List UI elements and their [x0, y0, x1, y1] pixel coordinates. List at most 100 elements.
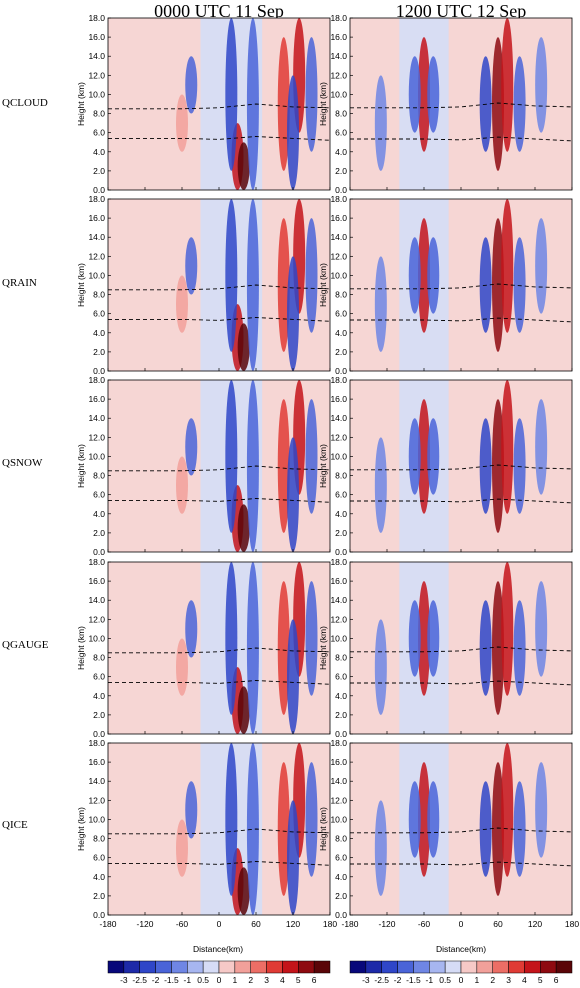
- colorbar-swatch: [492, 960, 509, 974]
- anomaly-cell: [374, 256, 387, 352]
- colorbar-label: 0.5: [439, 975, 451, 985]
- reference-dashed-line: [350, 464, 572, 471]
- y-tick-label: 10.0: [88, 633, 105, 643]
- colorbar-label: -1.5: [406, 975, 421, 985]
- anomaly-cell: [374, 75, 387, 171]
- y-tick-label: 0.0: [335, 366, 347, 376]
- y-tick-label: 10.0: [330, 814, 347, 824]
- y-tick-label: 18.0: [330, 375, 347, 385]
- panel-plot-area: [108, 380, 330, 552]
- colorbar-swatch: [266, 960, 283, 974]
- anomaly-cell: [176, 275, 188, 333]
- reference-dashed-line: [108, 861, 330, 866]
- x-tick-label: 0: [217, 919, 222, 929]
- y-tick-label: 14.0: [88, 595, 105, 605]
- x-tick-label: -60: [418, 919, 431, 929]
- y-tick-label: 18.0: [330, 13, 347, 23]
- anomaly-cell: [237, 323, 250, 371]
- colorbar-label: -2: [394, 975, 402, 985]
- reference-dashed-line: [108, 136, 330, 141]
- anomaly-cell: [427, 600, 440, 677]
- y-tick-label: 6.0: [93, 128, 105, 138]
- y-tick-label: 0.0: [335, 729, 347, 739]
- colorbar-swatch: [365, 960, 382, 974]
- anomaly-cell: [305, 762, 318, 877]
- y-tick-label: 18.0: [330, 194, 347, 204]
- y-tick-label: 18.0: [88, 194, 105, 204]
- anomaly-cell: [501, 743, 514, 877]
- colorbar-swatch: [202, 960, 220, 974]
- reference-dashed-line: [350, 646, 572, 653]
- colorbar-swatch: [298, 960, 315, 974]
- x-axis-label-right: Distance(km): [436, 944, 486, 954]
- anomaly-cell: [287, 437, 299, 552]
- y-tick-label: 6.0: [335, 309, 347, 319]
- y-tick-label: 6.0: [335, 490, 347, 500]
- anomaly-cell: [185, 56, 198, 114]
- x-tick-label: 60: [493, 919, 503, 929]
- reference-dashed-line: [350, 283, 572, 290]
- y-tick-label: 6.0: [335, 128, 347, 138]
- panel-qgauge-left: 0.0 2.0 4.0 6.0 8.0 10.0 12.0 14.0 16.0 18.0 Heigh…: [76, 557, 331, 739]
- background-band: [108, 562, 201, 734]
- y-axis-label: Height (km): [318, 82, 328, 126]
- row-label-qice: QICE: [2, 819, 28, 831]
- colorbar-swatch: [413, 960, 430, 974]
- y-tick-label: 0.0: [93, 729, 105, 739]
- colorbar-swatch: [250, 960, 267, 974]
- y-axis-label: Height (km): [76, 626, 86, 670]
- y-tick-label: 16.0: [330, 394, 347, 404]
- anomaly-cell: [287, 256, 299, 371]
- panel-plot-area: [108, 18, 330, 190]
- colorbar-swatch: [313, 960, 331, 974]
- anomaly-cell: [418, 581, 430, 696]
- y-tick-label: 18.0: [330, 738, 347, 748]
- y-tick-label: 14.0: [330, 413, 347, 423]
- anomaly-cell: [513, 600, 526, 696]
- anomaly-cell: [513, 56, 526, 152]
- anomaly-cell: [185, 781, 198, 839]
- anomaly-cell: [535, 399, 548, 495]
- panel-qice-left: 0.0 2.0 4.0 6.0 8.0 10.0 12.0 14.0 16.0 18.0 Heigh…: [76, 738, 337, 929]
- colorbar-swatch: [139, 960, 156, 974]
- anomaly-cell: [176, 456, 188, 514]
- panel-qice-right: 0.0 2.0 4.0 6.0 8.0 10.0 12.0 14.0 16.0 18.0 Heigh…: [318, 738, 579, 929]
- panel-plot-area: [350, 199, 572, 371]
- y-tick-label: 14.0: [88, 776, 105, 786]
- anomaly-cell: [492, 218, 504, 352]
- panel-qsnow-right: 0.0 2.0 4.0 6.0 8.0 10.0 12.0 14.0 16.0 18.0 Heigh…: [318, 375, 573, 557]
- colorbar-swatch: [349, 960, 367, 974]
- colorbar-right: -3 -2.5 -2 -1.5 -1 0.5 0 1 2 3 4 5 6: [349, 960, 573, 985]
- anomaly-cell: [427, 237, 440, 314]
- panel-qrain-right: 0.0 2.0 4.0 6.0 8.0 10.0 12.0 14.0 16.0 18.0 Heigh…: [318, 194, 573, 376]
- anomaly-cell: [492, 399, 504, 533]
- anomaly-cell: [418, 399, 430, 514]
- panel-plot-area: [350, 18, 572, 190]
- x-tick-label: 60: [251, 919, 261, 929]
- y-tick-label: 8.0: [335, 471, 347, 481]
- colorbar-left: -3 -2.5 -2 -1.5 -1 0.5 0 1 2 3 4 5 6: [107, 960, 331, 985]
- colorbar-swatch: [429, 960, 446, 974]
- anomaly-cell: [225, 380, 238, 533]
- y-tick-label: 0.0: [335, 185, 347, 195]
- anomaly-cell: [225, 743, 238, 896]
- y-tick-label: 18.0: [88, 738, 105, 748]
- colorbar-label: -3: [120, 975, 128, 985]
- y-tick-label: 8.0: [93, 653, 105, 663]
- anomaly-cell: [535, 37, 548, 133]
- colorbar-swatch: [540, 960, 557, 974]
- y-tick-label: 12.0: [88, 70, 105, 80]
- y-axis-label: Height (km): [76, 444, 86, 488]
- anomaly-cell: [287, 619, 299, 734]
- x-axis-label-left: Distance(km): [193, 944, 243, 954]
- reference-dashed-line: [350, 680, 572, 686]
- y-tick-label: 2.0: [93, 891, 105, 901]
- y-tick-label: 10.0: [330, 89, 347, 99]
- y-tick-label: 8.0: [93, 109, 105, 119]
- y-tick-label: 14.0: [330, 595, 347, 605]
- x-tick-label: 180: [323, 919, 337, 929]
- colorbar-label: -2.5: [132, 975, 147, 985]
- column-title-right: 1200 UTC 12 Sep: [396, 1, 527, 21]
- y-tick-label: 16.0: [330, 757, 347, 767]
- colorbar-swatch: [381, 960, 398, 974]
